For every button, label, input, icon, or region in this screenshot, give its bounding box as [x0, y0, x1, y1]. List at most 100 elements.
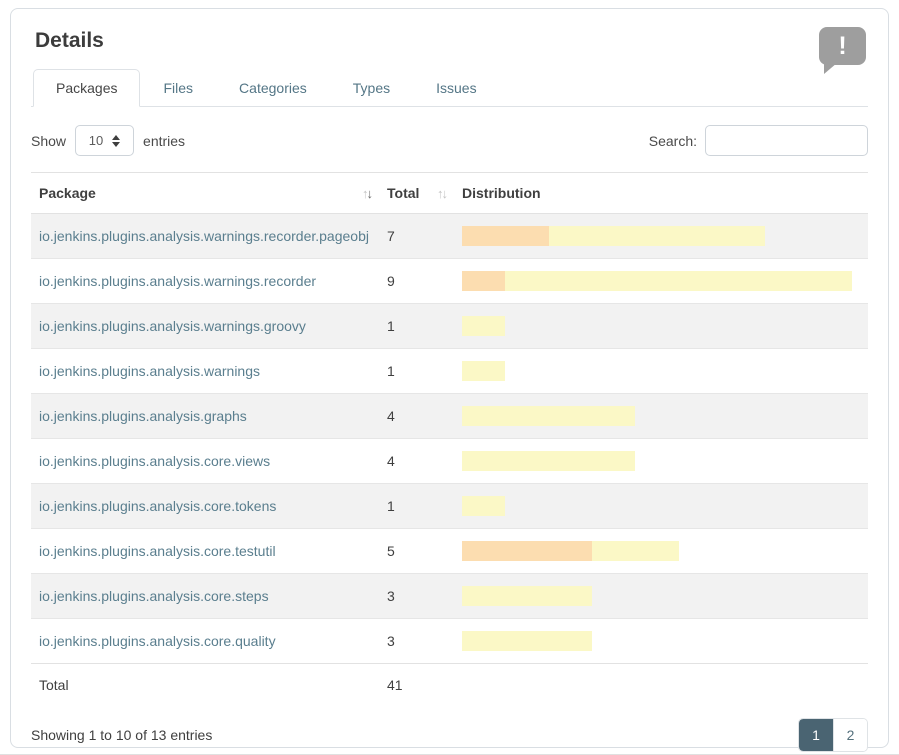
distribution-bar [462, 451, 636, 471]
distribution-cell [454, 618, 868, 664]
distribution-bar [462, 496, 506, 516]
package-cell: io.jenkins.plugins.analysis.warnings.rec… [31, 213, 379, 259]
entries-summary: Showing 1 to 10 of 13 entries [31, 727, 213, 743]
table-row: io.jenkins.plugins.analysis.core.quality… [31, 618, 868, 664]
entries-label: entries [143, 132, 186, 149]
package-cell: io.jenkins.plugins.analysis.warnings.rec… [31, 258, 379, 304]
package-link[interactable]: io.jenkins.plugins.analysis.core.tokens [39, 498, 277, 514]
pagination: 1 2 [798, 718, 868, 752]
total-cell: 1 [379, 348, 454, 394]
distribution-cell [454, 438, 868, 484]
search-input[interactable] [705, 125, 868, 156]
high-severity-segment [462, 541, 592, 561]
normal-severity-segment [462, 406, 636, 426]
distribution-cell [454, 573, 868, 619]
total-cell: 4 [379, 393, 454, 439]
distribution-cell [454, 393, 868, 439]
normal-severity-segment [462, 451, 636, 471]
search-control: Search: [649, 125, 868, 156]
page-button-1[interactable]: 1 [799, 719, 833, 751]
total-cell: 3 [379, 573, 454, 619]
table-row: io.jenkins.plugins.analysis.warnings.gro… [31, 303, 868, 349]
package-cell: io.jenkins.plugins.analysis.core.views [31, 438, 379, 484]
table-row: io.jenkins.plugins.analysis.warnings.rec… [31, 258, 868, 304]
distribution-bar [462, 361, 506, 381]
total-cell: 1 [379, 483, 454, 529]
table-row: io.jenkins.plugins.analysis.warnings 1 [31, 348, 868, 394]
distribution-track [462, 226, 860, 246]
package-cell: io.jenkins.plugins.analysis.core.testuti… [31, 528, 379, 574]
package-link[interactable]: io.jenkins.plugins.analysis.warnings.rec… [39, 273, 317, 289]
details-card: Details ! Packages Files Categories Type… [10, 8, 889, 752]
distribution-track [462, 316, 860, 336]
distribution-cell [454, 213, 868, 259]
tab-bar: Packages Files Categories Types Issues [31, 69, 868, 107]
package-cell: io.jenkins.plugins.analysis.graphs [31, 393, 379, 439]
package-link[interactable]: io.jenkins.plugins.analysis.core.testuti… [39, 543, 276, 559]
column-header-total[interactable]: Total ↑↓ [379, 172, 454, 214]
total-cell: 3 [379, 618, 454, 664]
tab-issues[interactable]: Issues [436, 80, 477, 96]
column-header-package[interactable]: Package ↑↓ [31, 172, 379, 214]
page-button-2[interactable]: 2 [833, 719, 867, 751]
distribution-track [462, 631, 860, 651]
distribution-cell [454, 483, 868, 529]
package-link[interactable]: io.jenkins.plugins.analysis.warnings [39, 363, 261, 379]
page-size-select[interactable]: 10 [75, 125, 135, 156]
distribution-track [462, 361, 860, 381]
distribution-bar [462, 316, 506, 336]
package-cell: io.jenkins.plugins.analysis.warnings [31, 348, 379, 394]
high-severity-segment [462, 271, 506, 291]
normal-severity-segment [462, 631, 593, 651]
table-controls: Show 10 entries Search: [31, 125, 868, 156]
total-cell: 7 [379, 213, 454, 259]
package-cell: io.jenkins.plugins.analysis.core.tokens [31, 483, 379, 529]
distribution-bar [462, 226, 766, 246]
table-total-row: Total 41 [31, 663, 868, 706]
package-link[interactable]: io.jenkins.plugins.analysis.warnings.rec… [39, 228, 369, 244]
package-cell: io.jenkins.plugins.analysis.core.steps [31, 573, 379, 619]
total-cell: 5 [379, 528, 454, 574]
tab-files[interactable]: Files [163, 80, 194, 96]
package-cell: io.jenkins.plugins.analysis.core.quality [31, 618, 379, 664]
normal-severity-segment [592, 541, 679, 561]
normal-severity-segment [462, 361, 506, 381]
page-size-value: 10 [88, 133, 104, 148]
table-row: io.jenkins.plugins.analysis.core.tokens … [31, 483, 868, 529]
package-link[interactable]: io.jenkins.plugins.analysis.core.quality [39, 633, 276, 649]
table-row: io.jenkins.plugins.analysis.graphs 4 [31, 393, 868, 439]
distribution-bar [462, 541, 679, 561]
distribution-bar [462, 586, 593, 606]
distribution-track [462, 406, 860, 426]
table-row: io.jenkins.plugins.analysis.warnings.rec… [31, 213, 868, 259]
table-row: io.jenkins.plugins.analysis.core.views 4 [31, 438, 868, 484]
tab-types[interactable]: Types [352, 80, 391, 96]
distribution-cell [454, 528, 868, 574]
table-footer: Showing 1 to 10 of 13 entries 1 2 [31, 718, 868, 752]
tab-packages[interactable]: Packages [33, 69, 141, 107]
distribution-track [462, 271, 860, 291]
distribution-cell [454, 303, 868, 349]
normal-severity-segment [462, 586, 593, 606]
package-link[interactable]: io.jenkins.plugins.analysis.warnings.gro… [39, 318, 306, 334]
table-row: io.jenkins.plugins.analysis.core.steps 3 [31, 573, 868, 619]
exclamation-glyph: ! [838, 31, 847, 60]
sort-icon[interactable]: ↑↓ [437, 185, 448, 201]
package-link[interactable]: io.jenkins.plugins.analysis.core.steps [39, 588, 269, 604]
distribution-cell [454, 258, 868, 304]
info-bubble-icon[interactable]: ! [819, 27, 866, 74]
high-severity-segment [462, 226, 549, 246]
table-header-row: Package ↑↓ Total ↑↓ Distribution [31, 172, 868, 214]
distribution-cell [454, 348, 868, 394]
package-link[interactable]: io.jenkins.plugins.analysis.graphs [39, 408, 247, 424]
total-row-label: Total [31, 663, 379, 706]
sort-icon[interactable]: ↑↓ [362, 185, 373, 201]
distribution-track [462, 586, 860, 606]
normal-severity-segment [548, 226, 766, 246]
tab-categories[interactable]: Categories [239, 80, 307, 96]
package-cell: io.jenkins.plugins.analysis.warnings.gro… [31, 303, 379, 349]
package-link[interactable]: io.jenkins.plugins.analysis.core.views [39, 453, 271, 469]
distribution-track [462, 541, 860, 561]
table-row: io.jenkins.plugins.analysis.core.testuti… [31, 528, 868, 574]
total-cell: 4 [379, 438, 454, 484]
